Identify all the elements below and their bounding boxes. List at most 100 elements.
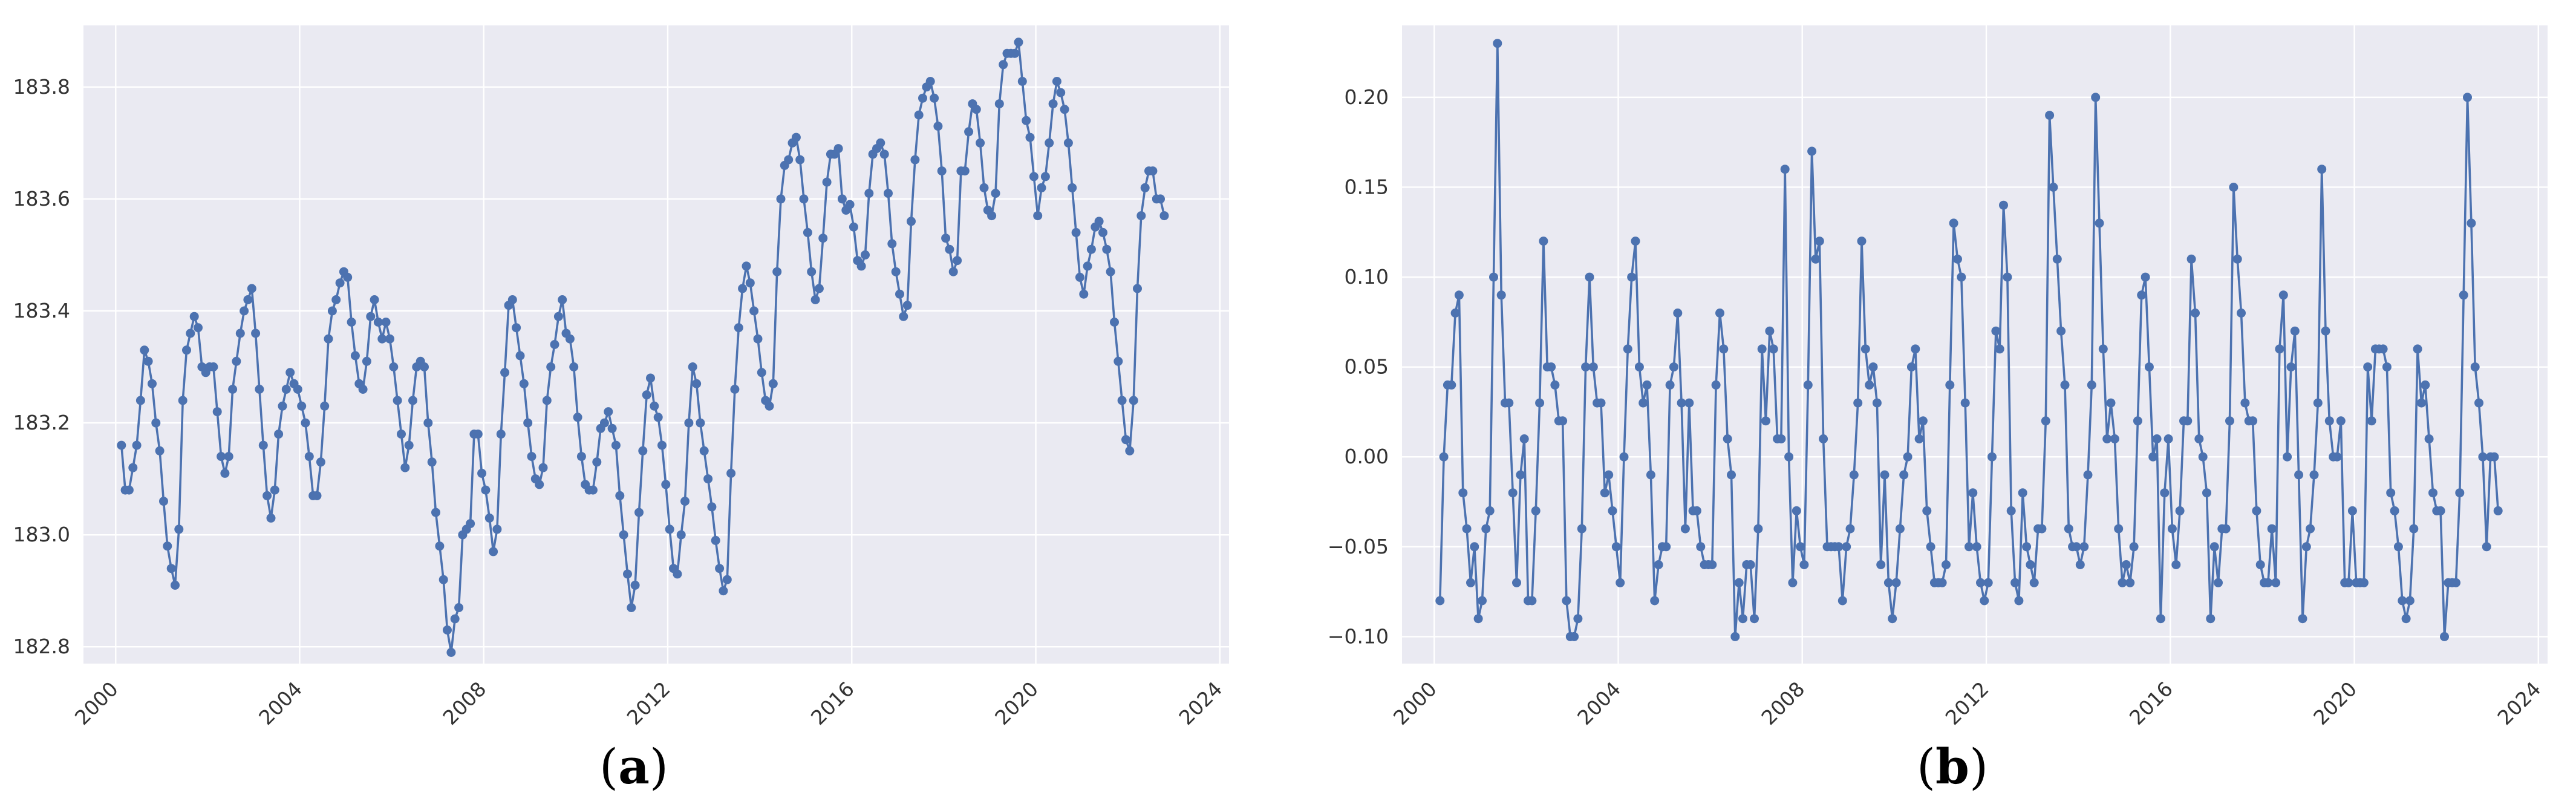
data-point (907, 217, 916, 226)
data-point (2072, 542, 2081, 552)
y-tick-label: 183.8 (13, 75, 70, 99)
data-point (719, 586, 728, 596)
data-point (799, 194, 809, 204)
data-point (1454, 290, 1464, 300)
data-point (1654, 560, 1663, 569)
data-point (174, 524, 184, 534)
data-point (331, 295, 341, 304)
data-point (1857, 237, 1867, 246)
x-tick-label: 2000 (70, 677, 123, 730)
data-point (2121, 560, 2131, 569)
data-point (768, 379, 778, 388)
data-point (343, 272, 353, 282)
y-tick-label: 0.15 (1345, 175, 1389, 198)
data-point (140, 345, 149, 355)
data-point (266, 513, 276, 523)
data-point (2290, 326, 2300, 336)
data-point (861, 250, 870, 260)
data-point (1527, 596, 1537, 606)
data-point (2309, 470, 2319, 480)
data-point (2344, 578, 2353, 587)
data-point (1922, 506, 1932, 515)
data-point (166, 564, 176, 573)
data-point (604, 407, 613, 417)
data-point (2148, 452, 2158, 462)
y-tick-labels-b: −0.10 −0.05 0.00 0.05 0.10 0.15 0.20 (1328, 85, 1389, 648)
data-point (2347, 506, 2357, 515)
data-point (1665, 380, 1675, 390)
data-point (1048, 99, 1058, 109)
data-point (2424, 434, 2434, 443)
data-point (397, 429, 406, 439)
data-point (1056, 88, 1066, 97)
data-point (565, 334, 575, 344)
data-point (1965, 542, 1974, 552)
data-point (117, 440, 126, 450)
data-point (1627, 272, 1637, 282)
data-point (1999, 200, 2008, 210)
data-point (1129, 396, 1138, 405)
data-point (1447, 380, 1456, 390)
data-point (2252, 506, 2261, 515)
data-point (1953, 254, 1962, 264)
data-point (2137, 290, 2147, 300)
data-point (910, 155, 920, 165)
data-point (1792, 506, 1801, 515)
data-point (1661, 542, 1671, 552)
data-point (607, 423, 617, 433)
data-point (569, 362, 579, 371)
data-point (2493, 506, 2503, 515)
data-point (128, 463, 138, 472)
data-point (1156, 194, 1165, 204)
data-point (661, 480, 671, 489)
data-point (2171, 560, 2181, 569)
data-point (753, 334, 763, 344)
data-point (553, 312, 563, 321)
data-point (450, 614, 460, 624)
data-point (638, 446, 648, 456)
data-point (1025, 132, 1035, 142)
data-point (281, 385, 291, 394)
data-point (1811, 254, 1821, 264)
data-point (1750, 614, 1759, 624)
data-point (542, 396, 552, 405)
y-tick-labels-a: 182.8 183.0 183.2 183.4 183.6 183.8 (13, 75, 70, 658)
data-point (1623, 344, 1632, 354)
data-point (2286, 362, 2296, 372)
data-point (1903, 452, 1912, 462)
data-point (1068, 183, 1077, 192)
data-point (1906, 362, 1916, 372)
data-point (1639, 398, 1648, 408)
data-point (657, 440, 667, 450)
data-point (833, 144, 843, 154)
data-point (2451, 578, 2460, 587)
data-point (1803, 380, 1813, 390)
data-point (599, 418, 609, 428)
data-point (2026, 560, 2035, 569)
data-point (1719, 344, 1729, 354)
data-point (772, 267, 782, 276)
data-point (1646, 470, 1655, 480)
data-point (2049, 183, 2058, 192)
data-point (2114, 524, 2124, 534)
caption-b: (b) (1917, 738, 1988, 795)
data-point (500, 368, 510, 377)
data-point (1075, 272, 1084, 282)
data-point (2398, 596, 2407, 606)
data-point (546, 362, 556, 371)
data-point (2283, 452, 2292, 462)
data-point (1673, 309, 1683, 318)
data-point (347, 318, 356, 327)
data-point (1949, 218, 1958, 228)
data-point (527, 452, 536, 462)
data-point (1707, 560, 1717, 569)
data-point (1880, 470, 1890, 480)
data-point (2133, 416, 2142, 426)
data-point (1094, 217, 1104, 226)
data-point (2091, 93, 2101, 102)
data-point (2014, 596, 2024, 606)
data-point (1723, 434, 1732, 443)
data-point (159, 497, 168, 506)
data-point (1478, 596, 1487, 606)
data-point (999, 60, 1008, 70)
